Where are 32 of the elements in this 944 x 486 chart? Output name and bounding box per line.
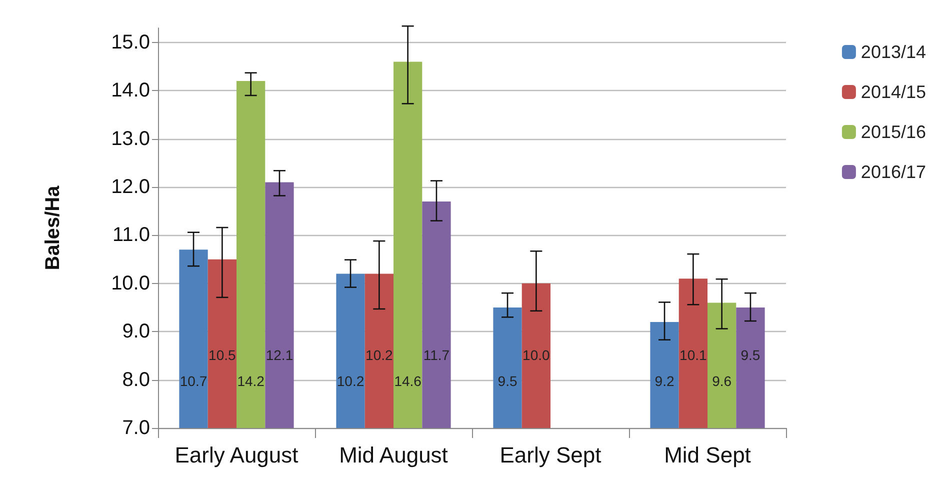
y-tick-label: 13.0 [111,128,150,150]
data-label: 10.5 [208,347,236,363]
x-tick-label: Mid August [339,442,448,468]
y-tick-label: 14.0 [111,80,150,102]
y-axis-title: Bales/Ha [42,184,64,270]
y-tick-label: 12.0 [111,176,150,198]
y-tick-label: 8.0 [122,368,150,391]
x-tick-label: Mid Sept [664,442,751,468]
data-label: 10.1 [680,347,708,363]
data-label: 11.7 [423,347,450,363]
y-tick-label: 7.0 [122,417,150,439]
data-label: 9.5 [740,347,760,363]
data-label: 10.2 [336,373,364,389]
legend-label: 2014/15 [860,82,926,102]
y-tick-label: 11.0 [112,224,150,246]
data-label: 10.7 [180,373,208,389]
legend-label: 2013/14 [860,42,926,62]
x-tick-label: Early Sept [500,442,602,468]
data-label: 9.2 [654,373,674,389]
data-label: 14.2 [237,373,265,389]
legend-label: 2015/16 [860,122,926,142]
data-label: 14.6 [394,373,422,389]
data-label: 9.6 [712,373,732,389]
y-tick-label: 15.0 [111,31,150,54]
data-label: 10.0 [522,347,550,363]
x-tick-label: Early August [174,442,298,468]
legend-label: 2016/17 [860,162,926,182]
data-label: 10.2 [366,347,394,363]
data-label: 12.1 [266,347,294,363]
y-tick-label: 9.0 [122,320,150,343]
data-label: 9.5 [498,373,518,389]
y-tick-label: 10.0 [111,272,150,294]
